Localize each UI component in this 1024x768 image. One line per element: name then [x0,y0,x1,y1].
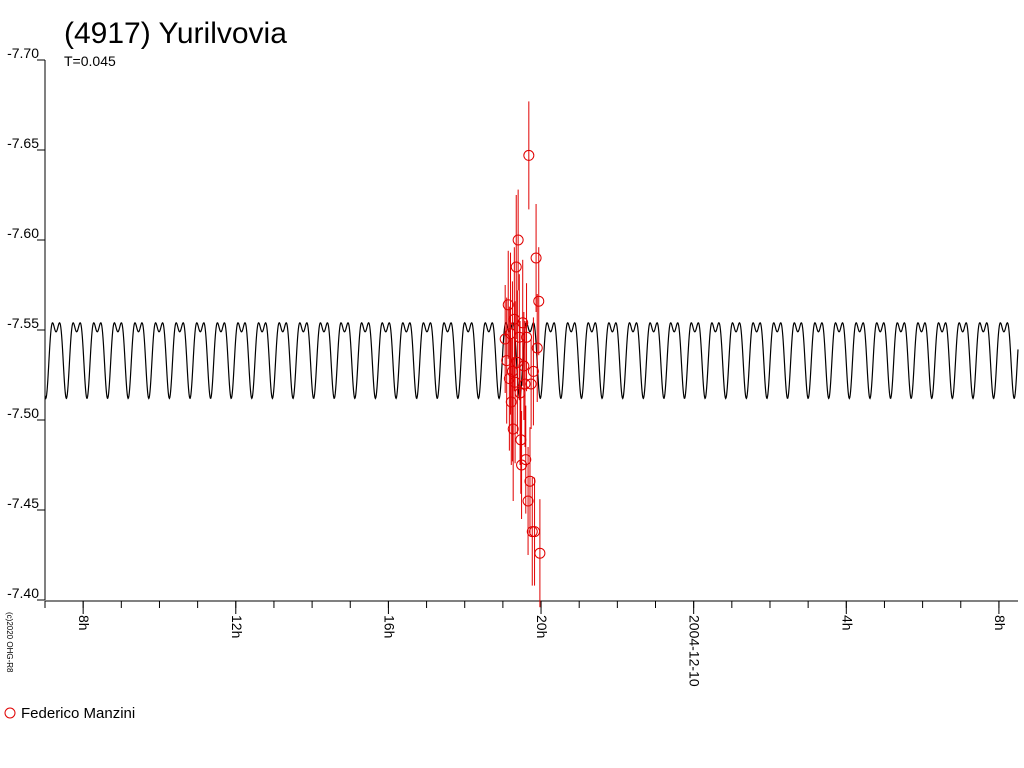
data-point [523,149,535,161]
x-tick-label: 20h [534,615,550,638]
legend-label: Federico Manzini [21,705,135,722]
data-point [534,547,546,559]
y-tick-label: -7.40 [7,585,39,601]
data-point [533,295,545,307]
x-tick-label: 8h [992,615,1008,631]
data-point [531,342,543,354]
data-point [505,396,517,408]
x-tick-label: 12h [229,615,245,638]
legend-marker [4,707,16,719]
y-tick-label: -7.70 [7,45,39,61]
data-point [517,317,529,329]
x-tick-label: 8h [76,615,92,631]
chart-subtitle: T=0.045 [64,53,116,69]
credit-text: (c)2020 OHG-R8 [5,612,14,673]
model-curve [44,321,1019,400]
data-point [510,261,522,273]
data-point [527,365,539,377]
x-axis: 8h 12h 16h 20h 2004-12-10 4h 8h [44,600,1018,687]
data-point [520,454,532,466]
data-point [502,299,514,311]
y-tick-label: -7.50 [7,405,39,421]
data-point [525,378,537,390]
y-tick-label: -7.55 [7,315,39,331]
y-tick-label: -7.65 [7,135,39,151]
model-curve-line [44,321,1019,400]
x-tick-label: 2004-12-10 [687,615,703,687]
data-point [519,378,531,390]
data-point [522,495,534,507]
data-point [530,252,542,264]
data-point [507,423,519,435]
y-tick-label: -7.45 [7,495,39,511]
data-series [499,101,546,608]
x-tick-label: 4h [839,615,855,631]
chart-title: (4917) Yurilvovia [64,17,287,50]
legend: Federico Manzini [4,705,135,722]
data-point [512,234,524,246]
data-point [518,360,530,372]
data-point [521,331,533,343]
y-axis: -7.70 -7.65 -7.60 -7.55 -7.50 -7.45 -7.40 [7,45,46,601]
x-tick-label: 16h [381,615,397,638]
y-tick-label: -7.60 [7,225,39,241]
